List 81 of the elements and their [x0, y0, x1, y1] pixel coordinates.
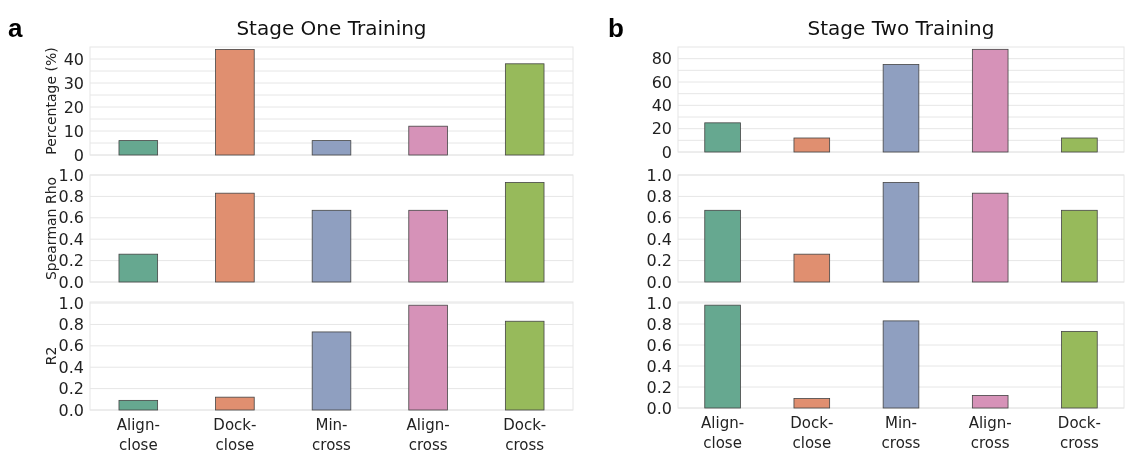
- x-tick-label: Dock-cross: [503, 416, 547, 451]
- bar: [704, 209, 741, 283]
- y-tick-label: 0.4: [58, 357, 84, 377]
- y-tick-label: 0.6: [646, 335, 672, 355]
- bar: [793, 398, 831, 409]
- x-tick-label: Dock-cross: [1057, 414, 1101, 451]
- bar: [882, 320, 920, 409]
- x-tick-label: Min-cross: [881, 414, 921, 451]
- y-axis-title: Spearman Rho: [43, 176, 59, 281]
- y-tick-label: 0.2: [58, 379, 84, 399]
- y-tick-label: 1.0: [58, 165, 84, 185]
- bar: [118, 253, 159, 283]
- y-tick-label: 0: [661, 142, 672, 162]
- bar: [1061, 209, 1098, 283]
- bar: [215, 49, 255, 156]
- bar: [408, 209, 448, 283]
- y-tick-label: 80: [651, 49, 672, 69]
- bar: [504, 182, 545, 283]
- y-tick-label: 0.4: [58, 229, 84, 249]
- bar: [1061, 330, 1098, 409]
- bar: [971, 48, 1009, 153]
- y-tick-label: 30: [63, 73, 84, 93]
- bar: [882, 64, 920, 153]
- bar: [793, 137, 831, 153]
- bar: [311, 209, 352, 283]
- y-tick-label: 0.6: [58, 336, 84, 356]
- y-tick-label: 0.4: [646, 356, 672, 376]
- text: a: [8, 13, 23, 43]
- x-tick-label: Align-cross: [968, 414, 1012, 451]
- y-tick-label: 40: [651, 95, 672, 115]
- bar: [215, 396, 255, 411]
- bar: [504, 63, 545, 156]
- y-tick-label: 0.6: [58, 208, 84, 228]
- bar: [971, 395, 1009, 409]
- y-tick-label: 40: [63, 49, 84, 69]
- bar: [408, 304, 448, 411]
- x-tick-label: Min-cross: [312, 416, 352, 451]
- y-axis-title: R2: [43, 346, 59, 366]
- x-tick-label: Align-cross: [406, 416, 450, 451]
- bar: [793, 253, 831, 283]
- bar: [971, 192, 1009, 283]
- bar: [118, 140, 159, 156]
- bar: [504, 320, 545, 411]
- y-tick-label: 10: [63, 121, 84, 141]
- y-tick-label: 0.0: [646, 272, 672, 292]
- y-tick-label: 1.0: [646, 165, 672, 185]
- y-tick-label: 0.0: [58, 400, 84, 420]
- y-tick-label: 0.2: [646, 251, 672, 271]
- bar: [882, 182, 920, 283]
- x-tick-label: Align-close: [116, 416, 160, 451]
- y-tick-label: 0.2: [58, 251, 84, 271]
- y-tick-label: 1.0: [58, 293, 84, 313]
- y-tick-label: 0.8: [58, 187, 84, 206]
- bar: [1061, 137, 1098, 153]
- chart-title: Stage Two Training: [807, 16, 995, 40]
- y-tick-label: 0.0: [58, 272, 84, 292]
- y-tick-label: 0.8: [646, 187, 672, 206]
- bar: [215, 192, 255, 283]
- x-tick-label: Align-close: [701, 414, 745, 451]
- y-tick-label: 0.2: [646, 377, 672, 397]
- y-tick-label: 20: [63, 97, 84, 117]
- bar: [408, 125, 448, 156]
- x-tick-label: Dock-close: [790, 414, 834, 451]
- y-tick-label: 0.0: [646, 398, 672, 418]
- bar: [704, 122, 741, 153]
- chart-title: Stage One Training: [236, 16, 427, 40]
- y-tick-label: 20: [651, 119, 672, 139]
- y-tick-label: 0.4: [646, 229, 672, 249]
- y-tick-label: 0.8: [646, 314, 672, 334]
- bar: [311, 140, 352, 156]
- y-tick-label: 1.0: [646, 293, 672, 313]
- y-tick-label: 0.8: [58, 315, 84, 335]
- y-tick-label: 0.6: [646, 208, 672, 228]
- text: b: [608, 13, 624, 43]
- bar: [311, 331, 352, 411]
- x-tick-label: Dock-close: [213, 416, 257, 451]
- y-tick-label: 60: [651, 72, 672, 92]
- bar: [704, 304, 741, 409]
- bar: [118, 399, 159, 411]
- y-axis-title: Percentage (%): [43, 47, 59, 155]
- y-tick-label: 0: [73, 145, 84, 165]
